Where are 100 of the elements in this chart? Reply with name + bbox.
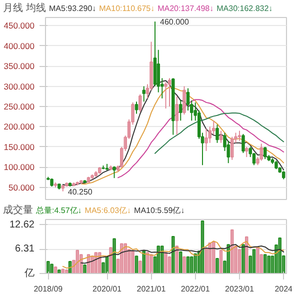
candlestick	[204, 128, 208, 152]
bar	[252, 249, 256, 274]
candlestick	[238, 130, 242, 142]
line-series	[80, 244, 284, 264]
bar	[263, 254, 267, 274]
candlestick	[179, 100, 182, 122]
bar	[194, 253, 197, 274]
text: MA10:5.59亿↓	[134, 206, 185, 215]
bar	[83, 264, 86, 274]
candlestick	[86, 176, 90, 184]
text: MA20:137.498↓	[158, 4, 214, 13]
bar	[190, 256, 194, 274]
chart-title: 月线	[3, 3, 23, 14]
candlestick	[124, 135, 128, 152]
candlestick	[175, 96, 178, 136]
legend-title: 均线	[26, 3, 46, 14]
candlestick	[54, 182, 58, 188]
line-series	[154, 112, 284, 154]
candlestick	[109, 165, 112, 171]
bar	[278, 238, 282, 274]
bar	[256, 247, 260, 274]
candlestick	[61, 184, 65, 192]
text: 总量:4.57亿↓	[36, 206, 82, 215]
bar	[172, 236, 175, 274]
annotation: 460.000	[160, 18, 190, 27]
y-tick-label: 350.000	[4, 61, 35, 72]
candlestick	[150, 41, 153, 91]
candlestick	[76, 181, 80, 186]
y-tick-label: 亿	[24, 268, 34, 279]
bar	[186, 256, 190, 274]
candlestick	[146, 84, 150, 99]
line-series	[62, 240, 284, 269]
candlestick	[208, 126, 212, 144]
bar	[112, 238, 116, 274]
bar	[164, 252, 168, 274]
y-tick-label: 250.000	[4, 101, 35, 112]
candlestick	[219, 130, 223, 144]
x-tick-label: 2018/09	[34, 284, 64, 294]
y-tick-label: 12.62	[9, 219, 35, 230]
x-tick-label: 2020/01	[92, 284, 122, 294]
text: MA30:162.832↓	[216, 4, 273, 13]
bar	[226, 244, 230, 274]
candlestick	[164, 82, 168, 109]
bar	[58, 270, 61, 274]
bar	[138, 260, 142, 274]
bar	[216, 258, 219, 274]
bar	[50, 264, 54, 274]
bar	[160, 246, 164, 274]
x-tick-label: 2022/01	[180, 284, 210, 294]
candlestick	[168, 78, 172, 107]
candlestick	[120, 146, 124, 168]
candlestick	[216, 124, 219, 144]
x-tick-label: 2024	[274, 284, 294, 294]
candlestick	[90, 174, 94, 180]
bar	[131, 250, 134, 274]
bar	[134, 256, 138, 274]
chart-title: 成交量	[3, 205, 33, 216]
candlestick	[234, 132, 238, 144]
bar	[46, 261, 50, 274]
bar	[242, 244, 245, 274]
y-tick-label: 100.000	[4, 162, 35, 172]
candlestick	[65, 182, 68, 188]
bar	[208, 242, 212, 274]
candlestick	[142, 86, 146, 102]
candlestick	[116, 165, 120, 172]
candlestick	[98, 166, 102, 174]
x-tick-label: 2021/01	[136, 284, 166, 294]
bar	[267, 256, 270, 274]
candlestick	[256, 156, 260, 166]
y-tick-label: 300.000	[4, 81, 35, 92]
candlestick	[138, 94, 142, 113]
candlestick	[263, 146, 267, 160]
candlestick	[131, 102, 134, 126]
bar	[238, 249, 242, 274]
candlestick	[127, 118, 131, 140]
x-tick-label: 2023/01	[225, 284, 254, 294]
y-tick-label: 400.000	[4, 40, 35, 51]
bar	[80, 254, 83, 274]
bar	[219, 250, 223, 274]
bar	[65, 270, 68, 274]
bar	[109, 247, 112, 274]
y-tick-label: 150.000	[4, 142, 35, 152]
y-tick-label: 450.000	[4, 20, 35, 31]
bar	[168, 256, 172, 274]
candlestick	[134, 101, 138, 114]
bar	[179, 251, 182, 274]
candlestick	[182, 86, 186, 116]
candlestick	[242, 133, 245, 154]
y-tick-label: 50.000	[8, 182, 35, 192]
candlestick	[244, 146, 248, 158]
bar	[182, 256, 186, 274]
bar	[120, 243, 124, 274]
candlestick	[94, 170, 98, 178]
y-tick-label: 6.31	[15, 244, 35, 255]
text: MA5:6.03亿↓	[84, 206, 132, 215]
candlestick	[72, 182, 76, 187]
candlestick	[80, 180, 83, 185]
text: MA5:93.290↓	[49, 4, 96, 13]
y-tick-label: 200.000	[4, 122, 35, 132]
text: MA10:110.675↓	[99, 4, 155, 13]
